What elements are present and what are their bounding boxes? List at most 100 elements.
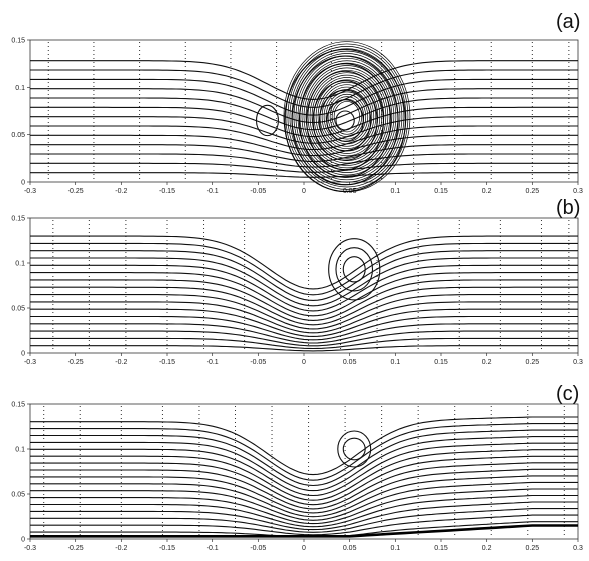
x-tick-label: -0.05: [250, 359, 266, 366]
vortex-core-ring: [289, 48, 405, 185]
streamline: [30, 508, 578, 533]
y-tick-label: 0.15: [11, 38, 25, 45]
streamline: [30, 250, 578, 301]
streamline: [30, 257, 578, 307]
vortex-core-ring: [291, 50, 403, 183]
y-tick-label: 0: [21, 351, 25, 358]
y-tick-label: 0: [21, 537, 25, 544]
x-tick-label: -0.1: [207, 188, 219, 195]
vortex-core-ring: [305, 67, 389, 166]
vortex-core-ring: [315, 79, 379, 154]
vortex-core-ring: [309, 72, 385, 162]
x-tick-label: -0.1: [207, 545, 219, 552]
streamline: [30, 97, 578, 131]
x-tick-label: -0.25: [68, 188, 84, 195]
panel-2: (c) -0.3 -0.25 -0.2 -0.15 -0.1 -0.05 0 0.05 0.1 0.…: [11, 383, 583, 552]
x-tick-label: 0.3: [573, 359, 583, 366]
streamline: [30, 235, 578, 290]
vortex-core-ring: [307, 69, 387, 164]
y-tick-label: 0: [21, 180, 25, 187]
streamline: [30, 294, 578, 330]
x-tick-label: 0.1: [390, 359, 400, 366]
streamline: [30, 106, 578, 138]
y-tick-label: 0.15: [11, 216, 25, 223]
x-tick-label: -0.15: [159, 188, 175, 195]
streamline: [30, 423, 578, 481]
streamline: [30, 494, 578, 528]
vortex-core-ring: [299, 60, 395, 173]
streamline: [30, 468, 578, 514]
vortex-core-ring: [287, 46, 407, 188]
x-tick-label: -0.05: [250, 188, 266, 195]
vortex-core-ring: [283, 41, 411, 193]
x-tick-label: 0.25: [526, 359, 540, 366]
streamline: [30, 455, 578, 506]
streamline: [30, 416, 578, 476]
x-tick-label: -0.15: [159, 359, 175, 366]
streamline: [30, 69, 578, 108]
x-tick-label: 0.2: [482, 359, 492, 366]
streamline: [30, 134, 578, 157]
x-tick-label: -0.2: [115, 545, 127, 552]
vortex-core-ring: [303, 65, 391, 169]
vortex-ring: [312, 80, 378, 161]
vortex-ring: [255, 104, 279, 137]
x-tick-label: 0.2: [482, 545, 492, 552]
streamline: [30, 330, 578, 347]
x-tick-label: -0.05: [250, 545, 266, 552]
streamline: [30, 323, 578, 344]
x-tick-label: 0.15: [434, 545, 448, 552]
streamline: [30, 501, 578, 531]
y-tick-label: 0.15: [11, 402, 25, 409]
x-tick-label: 0.15: [434, 188, 448, 195]
vortex-core-ring: [325, 91, 369, 142]
panel-label: (b): [556, 197, 580, 219]
vortex-core-ring: [323, 89, 371, 145]
vortex-core-ring: [329, 96, 365, 138]
vortex-ring: [337, 430, 372, 468]
streamline: [30, 242, 578, 296]
panel-label: (a): [556, 11, 580, 33]
vortex-core-ring: [301, 62, 393, 171]
streamline: [30, 462, 578, 510]
panel-label: (c): [556, 383, 579, 405]
x-tick-label: -0.2: [115, 188, 127, 195]
vortex-core-ring: [317, 81, 377, 152]
streamline: [30, 345, 578, 352]
streamline: [30, 264, 578, 312]
x-tick-label: 0.05: [343, 545, 357, 552]
x-tick-label: 0.1: [390, 188, 400, 195]
vortex-core-ring: [293, 53, 401, 181]
y-tick-label: 0.05: [11, 492, 25, 499]
y-tick-label: 0.1: [15, 447, 25, 454]
y-tick-label: 0.1: [15, 261, 25, 268]
x-tick-label: -0.25: [68, 359, 84, 366]
y-tick-label: 0.1: [15, 85, 25, 92]
vortex-ring: [328, 238, 381, 301]
vortex-ring: [335, 247, 374, 292]
y-tick-label: 0.05: [11, 132, 25, 139]
x-tick-label: 0: [302, 188, 306, 195]
x-tick-label: 0.2: [482, 188, 492, 195]
streamline: [30, 481, 578, 521]
x-tick-label: 0.25: [526, 545, 540, 552]
vortex-core-ring: [297, 57, 397, 176]
vortex-core-ring: [331, 98, 363, 135]
vortex-core-ring: [285, 43, 409, 190]
vortex-ring: [342, 437, 366, 461]
streamline: [30, 442, 578, 497]
x-tick-label: 0: [302, 545, 306, 552]
streamline: [30, 436, 578, 492]
y-tick-label: 0.05: [11, 306, 25, 313]
streamline: [30, 337, 578, 350]
streamline: [30, 488, 578, 525]
x-tick-label: -0.25: [68, 545, 84, 552]
streamline: [30, 279, 578, 321]
streamline: [30, 153, 578, 168]
panel-0: (a) -0.3 -0.25 -0.2 -0.15 -0.1 -0.05 0 0.05 0.1 0.…: [11, 11, 583, 195]
streamline: [30, 116, 578, 144]
wall-streamline: [30, 524, 578, 538]
x-tick-label: 0.05: [343, 359, 357, 366]
vortex-ring: [335, 110, 355, 131]
